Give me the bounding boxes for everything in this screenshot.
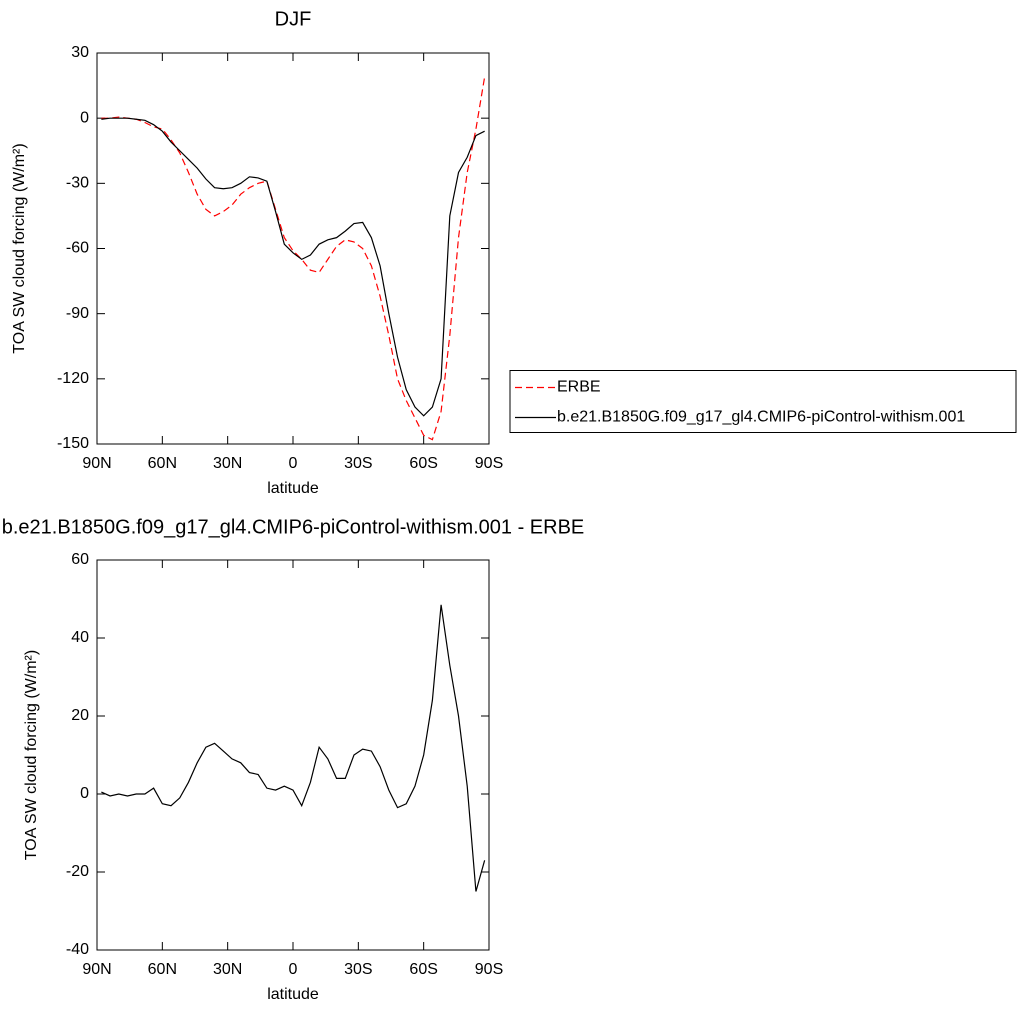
- y-tick-label: -90: [66, 305, 89, 322]
- chart-title: DJF: [275, 8, 312, 30]
- x-tick-label: 30N: [213, 455, 242, 472]
- y-tick-label: -30: [66, 175, 89, 192]
- y-tick-label: -60: [66, 240, 89, 257]
- y-tick-label: 30: [71, 44, 89, 61]
- x-tick-label: 60N: [148, 455, 177, 472]
- y-tick-label: -120: [57, 370, 89, 387]
- x-tick-label: 30S: [344, 961, 372, 978]
- x-tick-label: 60S: [409, 455, 437, 472]
- x-tick-label: 90S: [475, 961, 503, 978]
- data-line: [101, 604, 486, 892]
- y-tick-label: 0: [80, 109, 89, 126]
- x-tick-label: 60S: [409, 961, 437, 978]
- y-tick-label: 0: [80, 785, 89, 802]
- x-tick-label: 30N: [213, 961, 242, 978]
- legend-label: ERBE: [557, 379, 601, 396]
- x-tick-label: 30S: [344, 455, 372, 472]
- x-axis-label: latitude: [267, 480, 319, 497]
- chart-title: b.e21.B1850G.f09_g17_gl4.CMIP6-piControl…: [2, 516, 585, 538]
- y-axis-label: TOA SW cloud forcing (W/m²): [11, 143, 28, 353]
- plot-frame: [96, 52, 490, 445]
- y-tick-label: 40: [71, 629, 89, 646]
- y-tick-label: -40: [66, 941, 89, 958]
- plot-frame: [96, 559, 490, 951]
- x-tick-label: 0: [289, 455, 298, 472]
- x-tick-label: 90N: [82, 455, 111, 472]
- y-axis-label: TOA SW cloud forcing (W/m²): [23, 650, 40, 860]
- data-line: [101, 117, 485, 417]
- y-tick-label: -20: [66, 863, 89, 880]
- legend-label: b.e21.B1850G.f09_g17_gl4.CMIP6-piControl…: [557, 409, 965, 426]
- x-axis-label: latitude: [267, 986, 319, 1003]
- x-tick-label: 90S: [475, 455, 503, 472]
- data-line: [101, 76, 486, 441]
- x-tick-label: 90N: [82, 961, 111, 978]
- y-tick-label: 20: [71, 707, 89, 724]
- legend-box: [509, 370, 1017, 433]
- x-tick-label: 60N: [148, 961, 177, 978]
- y-tick-label: 60: [71, 551, 89, 568]
- y-tick-label: -150: [57, 435, 89, 452]
- x-tick-label: 0: [289, 961, 298, 978]
